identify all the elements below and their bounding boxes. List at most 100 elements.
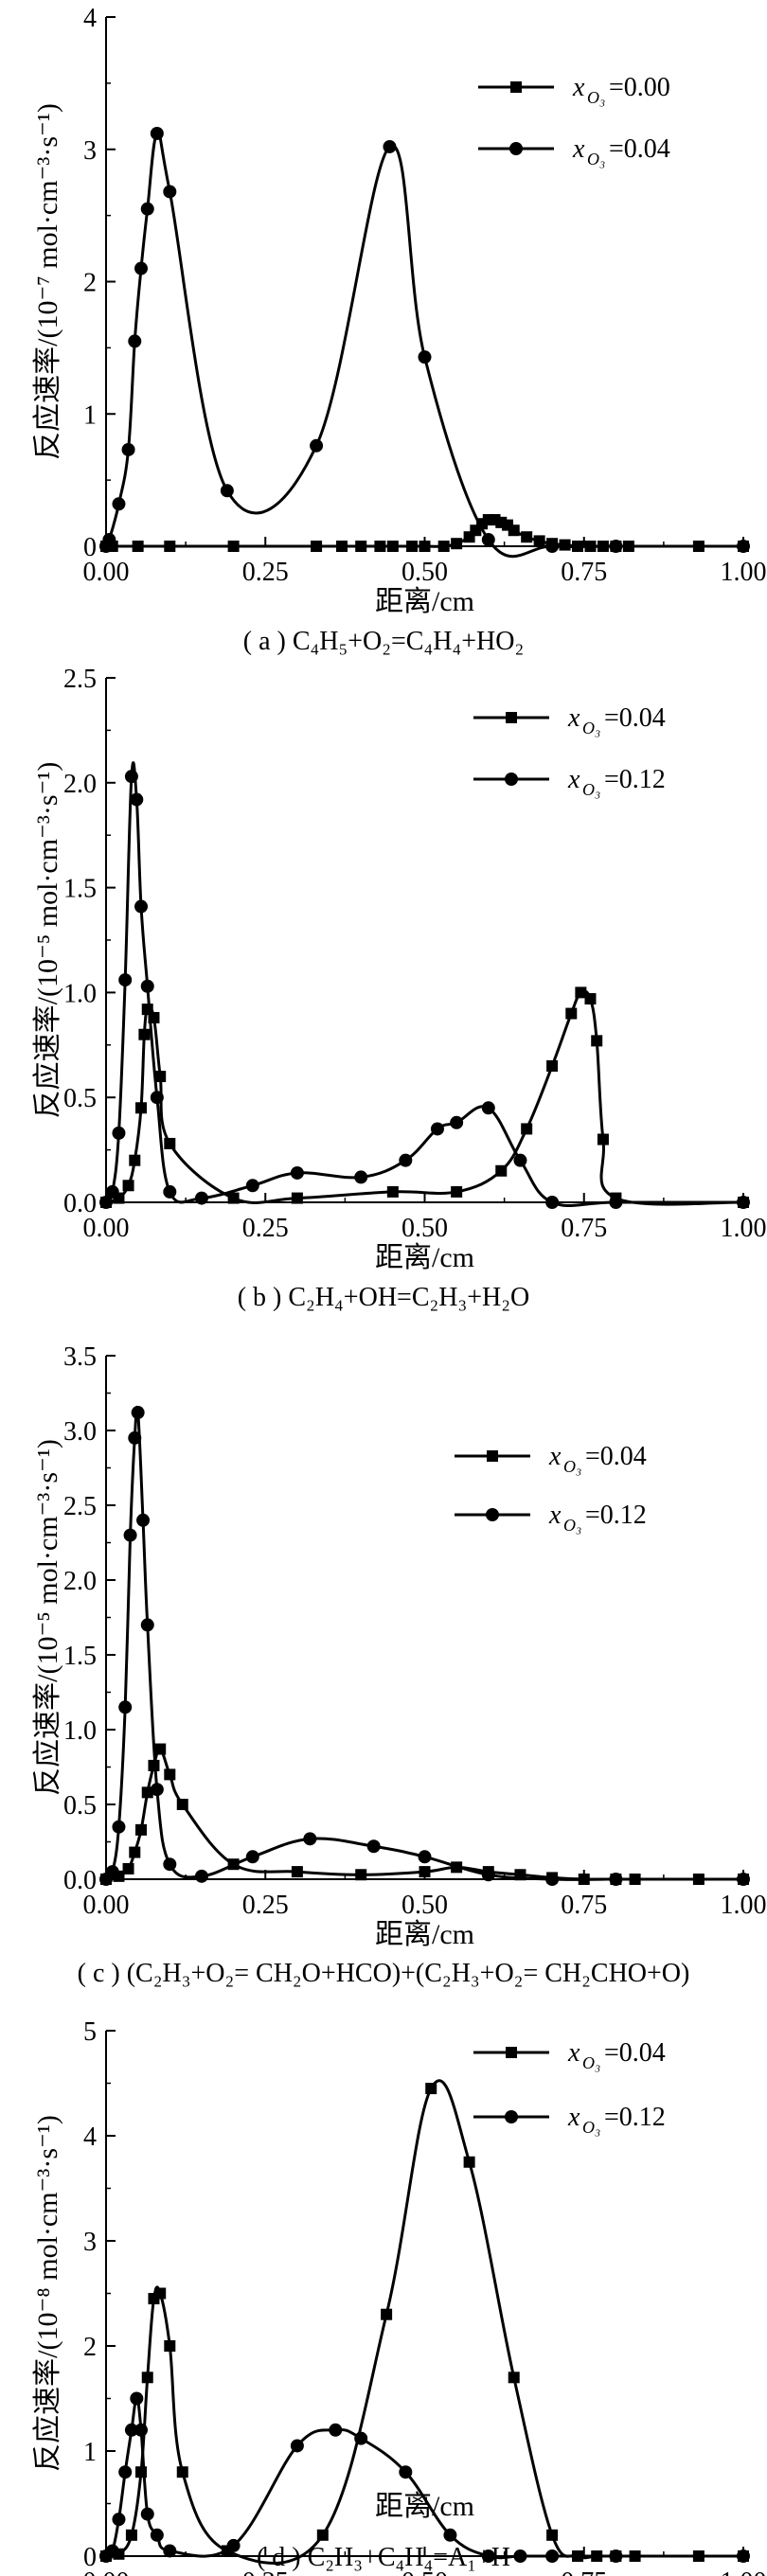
- data-point-circle: [105, 1184, 119, 1199]
- data-point-circle: [430, 1122, 444, 1136]
- data-point-circle: [163, 1857, 177, 1872]
- chart-panel-a: 0.00 0.25 0.50 0.75 1.00 0 1 2 3 4 距离/cm 反应速率/(10⁻⁷…: [32, 4, 767, 656]
- series-0: [100, 986, 749, 1208]
- y-tick-label: 2: [83, 2333, 97, 2362]
- data-point-circle: [609, 2549, 623, 2563]
- legend-entry-0: x O₃ =0.04: [455, 1442, 647, 1476]
- data-point-circle: [150, 2528, 164, 2542]
- data-point-square: [122, 1862, 134, 1874]
- data-point-circle: [399, 2465, 413, 2479]
- legend-value: =0.12: [585, 1501, 647, 1530]
- legend-value: =0.04: [604, 703, 666, 733]
- data-point-square: [135, 1823, 148, 1836]
- data-point-circle: [737, 1873, 750, 1886]
- data-point-circle: [128, 1430, 142, 1445]
- legend-marker-square: [487, 1450, 498, 1462]
- y-tick-label: 3.5: [63, 1342, 97, 1372]
- legend-subscript: O₃: [563, 1516, 581, 1535]
- legend-entry-1: x O₃ =0.12: [473, 2103, 666, 2137]
- data-point-square: [386, 1185, 399, 1198]
- data-point-circle: [150, 1091, 164, 1105]
- data-point-circle: [123, 1528, 137, 1542]
- data-point-circle: [418, 350, 432, 364]
- data-point-square: [546, 1059, 559, 1072]
- legend-entry-0: x O₃ =0.04: [473, 2038, 666, 2072]
- y-tick-label: 0: [83, 533, 97, 562]
- data-point-circle: [194, 1869, 208, 1883]
- x-axis-label: 距离/cm: [375, 1242, 474, 1273]
- data-point-circle: [118, 1700, 133, 1714]
- legend-label: x: [548, 1501, 562, 1530]
- y-tick-label: 0.5: [63, 1791, 97, 1821]
- data-point-circle: [112, 1126, 126, 1140]
- data-point-circle: [140, 979, 154, 993]
- data-point-square: [406, 541, 419, 552]
- data-point-circle: [140, 2507, 154, 2521]
- series-1: [99, 761, 750, 1209]
- data-point-circle: [290, 2439, 304, 2453]
- data-point-circle: [150, 126, 164, 140]
- data-point-square: [463, 2156, 475, 2168]
- y-tick-label: 1.5: [63, 1642, 97, 1671]
- data-point-square: [113, 2548, 125, 2560]
- data-point-square: [164, 1768, 176, 1781]
- data-point-circle: [130, 2391, 144, 2406]
- data-point-square: [374, 541, 386, 552]
- data-point-square: [508, 524, 520, 537]
- legend-marker-square: [510, 81, 522, 93]
- chart-panel-b: 0.00 0.25 0.50 0.75 1.00 0.0 0.5 1.0 1.5 2.0 2.5 距离…: [32, 665, 767, 1312]
- x-tick-label: 1.00: [721, 1891, 767, 1920]
- data-point-square: [154, 1071, 167, 1083]
- legend-label: x: [572, 73, 585, 102]
- data-point-circle: [163, 2544, 177, 2558]
- series-line: [104, 1405, 743, 1881]
- data-point-circle: [140, 202, 154, 216]
- x-tick-label: 0.25: [242, 1891, 289, 1920]
- data-point-circle: [163, 1184, 177, 1199]
- chart-panel-c: 0.00 0.25 0.50 0.75 1.00 0.0 0.5 1.0 1.5 2.0 2.5 3.…: [32, 1342, 767, 1988]
- legend-label: x: [567, 703, 580, 733]
- x-tick-label: 0.00: [83, 558, 130, 587]
- legend-value: =0.00: [609, 73, 670, 102]
- x-tick-label: 0.25: [242, 2567, 289, 2576]
- x-tick-label: 0.50: [401, 1214, 448, 1243]
- data-point-circle: [290, 1165, 304, 1180]
- data-point-circle: [310, 438, 324, 453]
- data-point-circle: [513, 2549, 527, 2563]
- legend-entry-0: x O₃ =0.04: [473, 703, 666, 737]
- data-point-circle: [481, 1101, 495, 1115]
- data-point-circle: [609, 540, 623, 553]
- data-point-circle: [163, 185, 177, 199]
- data-point-circle: [220, 484, 234, 498]
- y-tick-label: 0.0: [63, 1866, 97, 1895]
- y-axis-label: 反应速率/(10⁻⁵ mol·cm⁻³·s⁻¹): [32, 762, 63, 1119]
- chart-caption: ( b ) C₂H₄+OH=C₂H₃+H₂O: [238, 1283, 530, 1312]
- data-point-square: [419, 1866, 431, 1878]
- data-point-square: [521, 531, 533, 543]
- x-tick-label: 0.25: [242, 1214, 289, 1243]
- legend-value: =0.04: [604, 2038, 666, 2068]
- legend-marker-circle: [486, 1508, 499, 1521]
- data-point-square: [227, 541, 240, 552]
- data-point-square: [227, 1192, 240, 1204]
- data-point-square: [575, 986, 587, 999]
- x-axis-label: 距离/cm: [375, 586, 474, 617]
- data-point-square: [138, 1028, 151, 1040]
- data-point-square: [176, 2466, 188, 2478]
- series-line: [104, 761, 743, 1208]
- data-point-square: [135, 1102, 148, 1114]
- x-tick-label: 0.75: [561, 1891, 607, 1920]
- legend-entry-1: x O₃ =0.12: [473, 765, 666, 799]
- series-1: [99, 126, 750, 559]
- y-tick-label: 1.0: [63, 979, 97, 1008]
- series-1: [99, 2391, 750, 2563]
- y-tick-label: 5: [83, 2017, 97, 2047]
- data-point-square: [164, 541, 176, 552]
- y-tick-label: 2.0: [63, 1567, 97, 1596]
- data-point-square: [129, 1154, 141, 1166]
- legend-label: x: [548, 1442, 562, 1471]
- series-0: [100, 1743, 749, 1885]
- y-tick-label: 1: [83, 400, 97, 430]
- data-point-circle: [366, 1839, 381, 1854]
- data-point-circle: [99, 1196, 113, 1209]
